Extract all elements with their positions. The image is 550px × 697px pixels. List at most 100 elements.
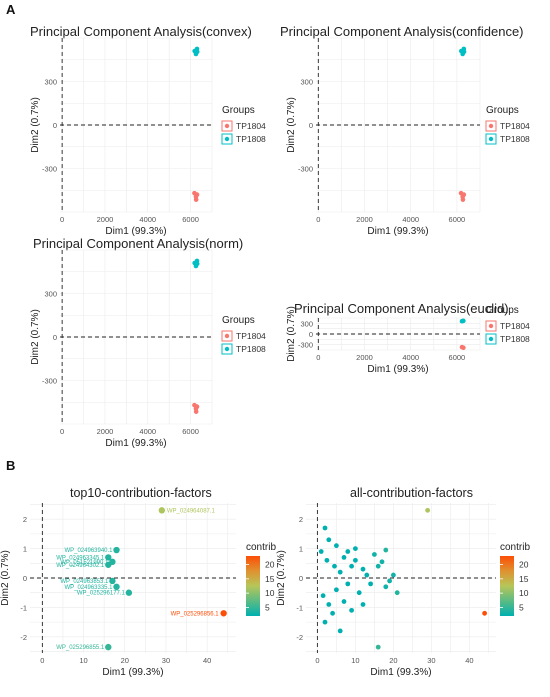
x-tick-label: 0 xyxy=(315,656,319,665)
point-label: WP_024964302.1 xyxy=(56,563,105,569)
x-axis-label: Dim1 (99.3%) xyxy=(367,364,428,375)
y-tick-label: -300 xyxy=(42,165,57,174)
contrib-point xyxy=(125,589,133,596)
contrib-point xyxy=(105,554,112,561)
y-axis-label: Dim2 (0.7%) xyxy=(286,97,297,153)
chart-title: Principal Component Analysis(convex) xyxy=(30,24,252,39)
contrib-point xyxy=(379,559,385,565)
contrib-point xyxy=(375,644,381,650)
groups-legend: Groups TP1804 TP1808 xyxy=(485,305,530,345)
y-tick-label: -300 xyxy=(298,341,313,350)
y-tick-label: 300 xyxy=(44,290,57,299)
x-tick-label: 0 xyxy=(60,427,64,436)
y-tick-label: 1 xyxy=(23,545,27,554)
legend-label: TP1808 xyxy=(500,334,530,344)
legend-title: Groups xyxy=(486,305,519,316)
contrib-point xyxy=(394,590,400,596)
point-label: WP_025296177.1 xyxy=(77,591,126,597)
groups-legend: Groups TP1804 TP1808 xyxy=(221,105,266,145)
contrib-point xyxy=(387,578,392,584)
contrib-point xyxy=(383,584,389,590)
panel-label-b: B xyxy=(6,458,15,473)
legend-label: TP1804 xyxy=(500,121,530,131)
contrib-point xyxy=(113,583,120,591)
contrib-legend-title: contrib xyxy=(246,542,276,553)
legend-label: TP1804 xyxy=(236,121,266,131)
contrib-legend-title: contrib xyxy=(500,542,530,553)
contrib-tick-label: 10 xyxy=(519,588,529,598)
y-axis-label: Dim2 (0.7%) xyxy=(30,309,41,365)
data-point-tp1804 xyxy=(461,192,467,197)
chart-panel-4: Principal Component Analysis(euclid) 0 200… xyxy=(286,301,530,375)
contrib-point xyxy=(364,572,370,578)
legend-key-dot xyxy=(224,333,230,339)
y-tick-label: 0 xyxy=(299,574,303,583)
data-point-tp1804 xyxy=(461,345,466,350)
legend-title: Groups xyxy=(222,105,255,116)
contrib-point xyxy=(353,546,358,551)
contrib-legend: contrib 5 10 15 20 xyxy=(246,542,276,616)
y-axis-label: Dim2 (0.7%) xyxy=(286,306,297,362)
y-tick-label: 300 xyxy=(300,78,313,87)
y-tick-label: 300 xyxy=(44,78,57,87)
data-point-tp1804 xyxy=(193,197,199,202)
x-tick-label: 6000 xyxy=(182,427,199,436)
contrib-point xyxy=(345,549,351,554)
contrib-point xyxy=(320,593,326,599)
x-tick-label: 0 xyxy=(316,353,320,362)
contrib-point xyxy=(356,590,362,596)
panel-label-a: A xyxy=(6,2,16,17)
data-point-tp1804 xyxy=(194,192,200,197)
y-tick-label: 0 xyxy=(309,121,313,130)
contrib-point xyxy=(334,543,339,549)
y-tick-label: -300 xyxy=(298,165,313,174)
x-tick-label: 40 xyxy=(465,656,473,665)
legend-key-dot xyxy=(488,136,494,142)
chart-panel-3: Principal Component Analysis(norm) 0 2000 4… xyxy=(30,236,266,449)
contrib-tick-label: 15 xyxy=(265,574,275,584)
legend-title: Groups xyxy=(222,315,255,326)
data-point-tp1804 xyxy=(193,409,199,414)
y-tick-label: -2 xyxy=(296,633,303,642)
x-tick-label: 2000 xyxy=(97,427,114,436)
y-tick-label: 0 xyxy=(53,333,57,342)
contrib-point xyxy=(318,549,324,554)
legend-key-dot xyxy=(224,346,230,352)
contrib-point xyxy=(372,552,377,557)
y-tick-label: -1 xyxy=(296,603,303,612)
contrib-point xyxy=(345,581,351,587)
contrib-tick-label: 5 xyxy=(519,602,524,612)
contrib-tick-label: 10 xyxy=(265,588,275,598)
groups-legend: Groups TP1804 TP1808 xyxy=(485,105,530,145)
chart-panel-1: Principal Component Analysis(convex) 0 200… xyxy=(30,24,266,237)
legend-label: TP1804 xyxy=(236,331,266,341)
contrib-point xyxy=(375,563,381,569)
contrib-point xyxy=(220,610,227,617)
contrib-point xyxy=(337,628,343,634)
chart-title: Principal Component Analysis(norm) xyxy=(33,236,243,251)
x-axis-label: Dim1 (99.3%) xyxy=(367,226,428,237)
x-axis-label: Dim1 (99.3%) xyxy=(105,438,166,449)
contrib-point xyxy=(368,581,373,587)
x-tick-label: 6000 xyxy=(449,353,466,362)
contrib-point xyxy=(349,607,354,613)
contrib-point xyxy=(360,602,366,607)
data-point-tp1804 xyxy=(460,197,466,202)
x-axis-label: Dim1 (99.3%) xyxy=(370,667,431,678)
y-tick-label: 2 xyxy=(299,515,303,524)
contrib-point xyxy=(349,563,354,569)
contrib-point xyxy=(391,572,396,578)
x-axis-label: Dim1 (99.3%) xyxy=(105,226,166,237)
data-point-tp1804 xyxy=(194,404,200,409)
point-label: WP_024963853.1 xyxy=(60,579,109,585)
point-label: WP_025296856.1 xyxy=(171,611,220,617)
contrib-point xyxy=(324,557,330,563)
contrib-point xyxy=(341,599,347,604)
y-tick-label: 2 xyxy=(23,515,27,524)
contrib-point xyxy=(109,577,116,585)
point-label: WP_024963940.1 xyxy=(64,548,113,554)
x-tick-label: 0 xyxy=(60,215,64,224)
x-tick-label: 2000 xyxy=(356,215,373,224)
contrib-color-bar xyxy=(500,556,514,616)
